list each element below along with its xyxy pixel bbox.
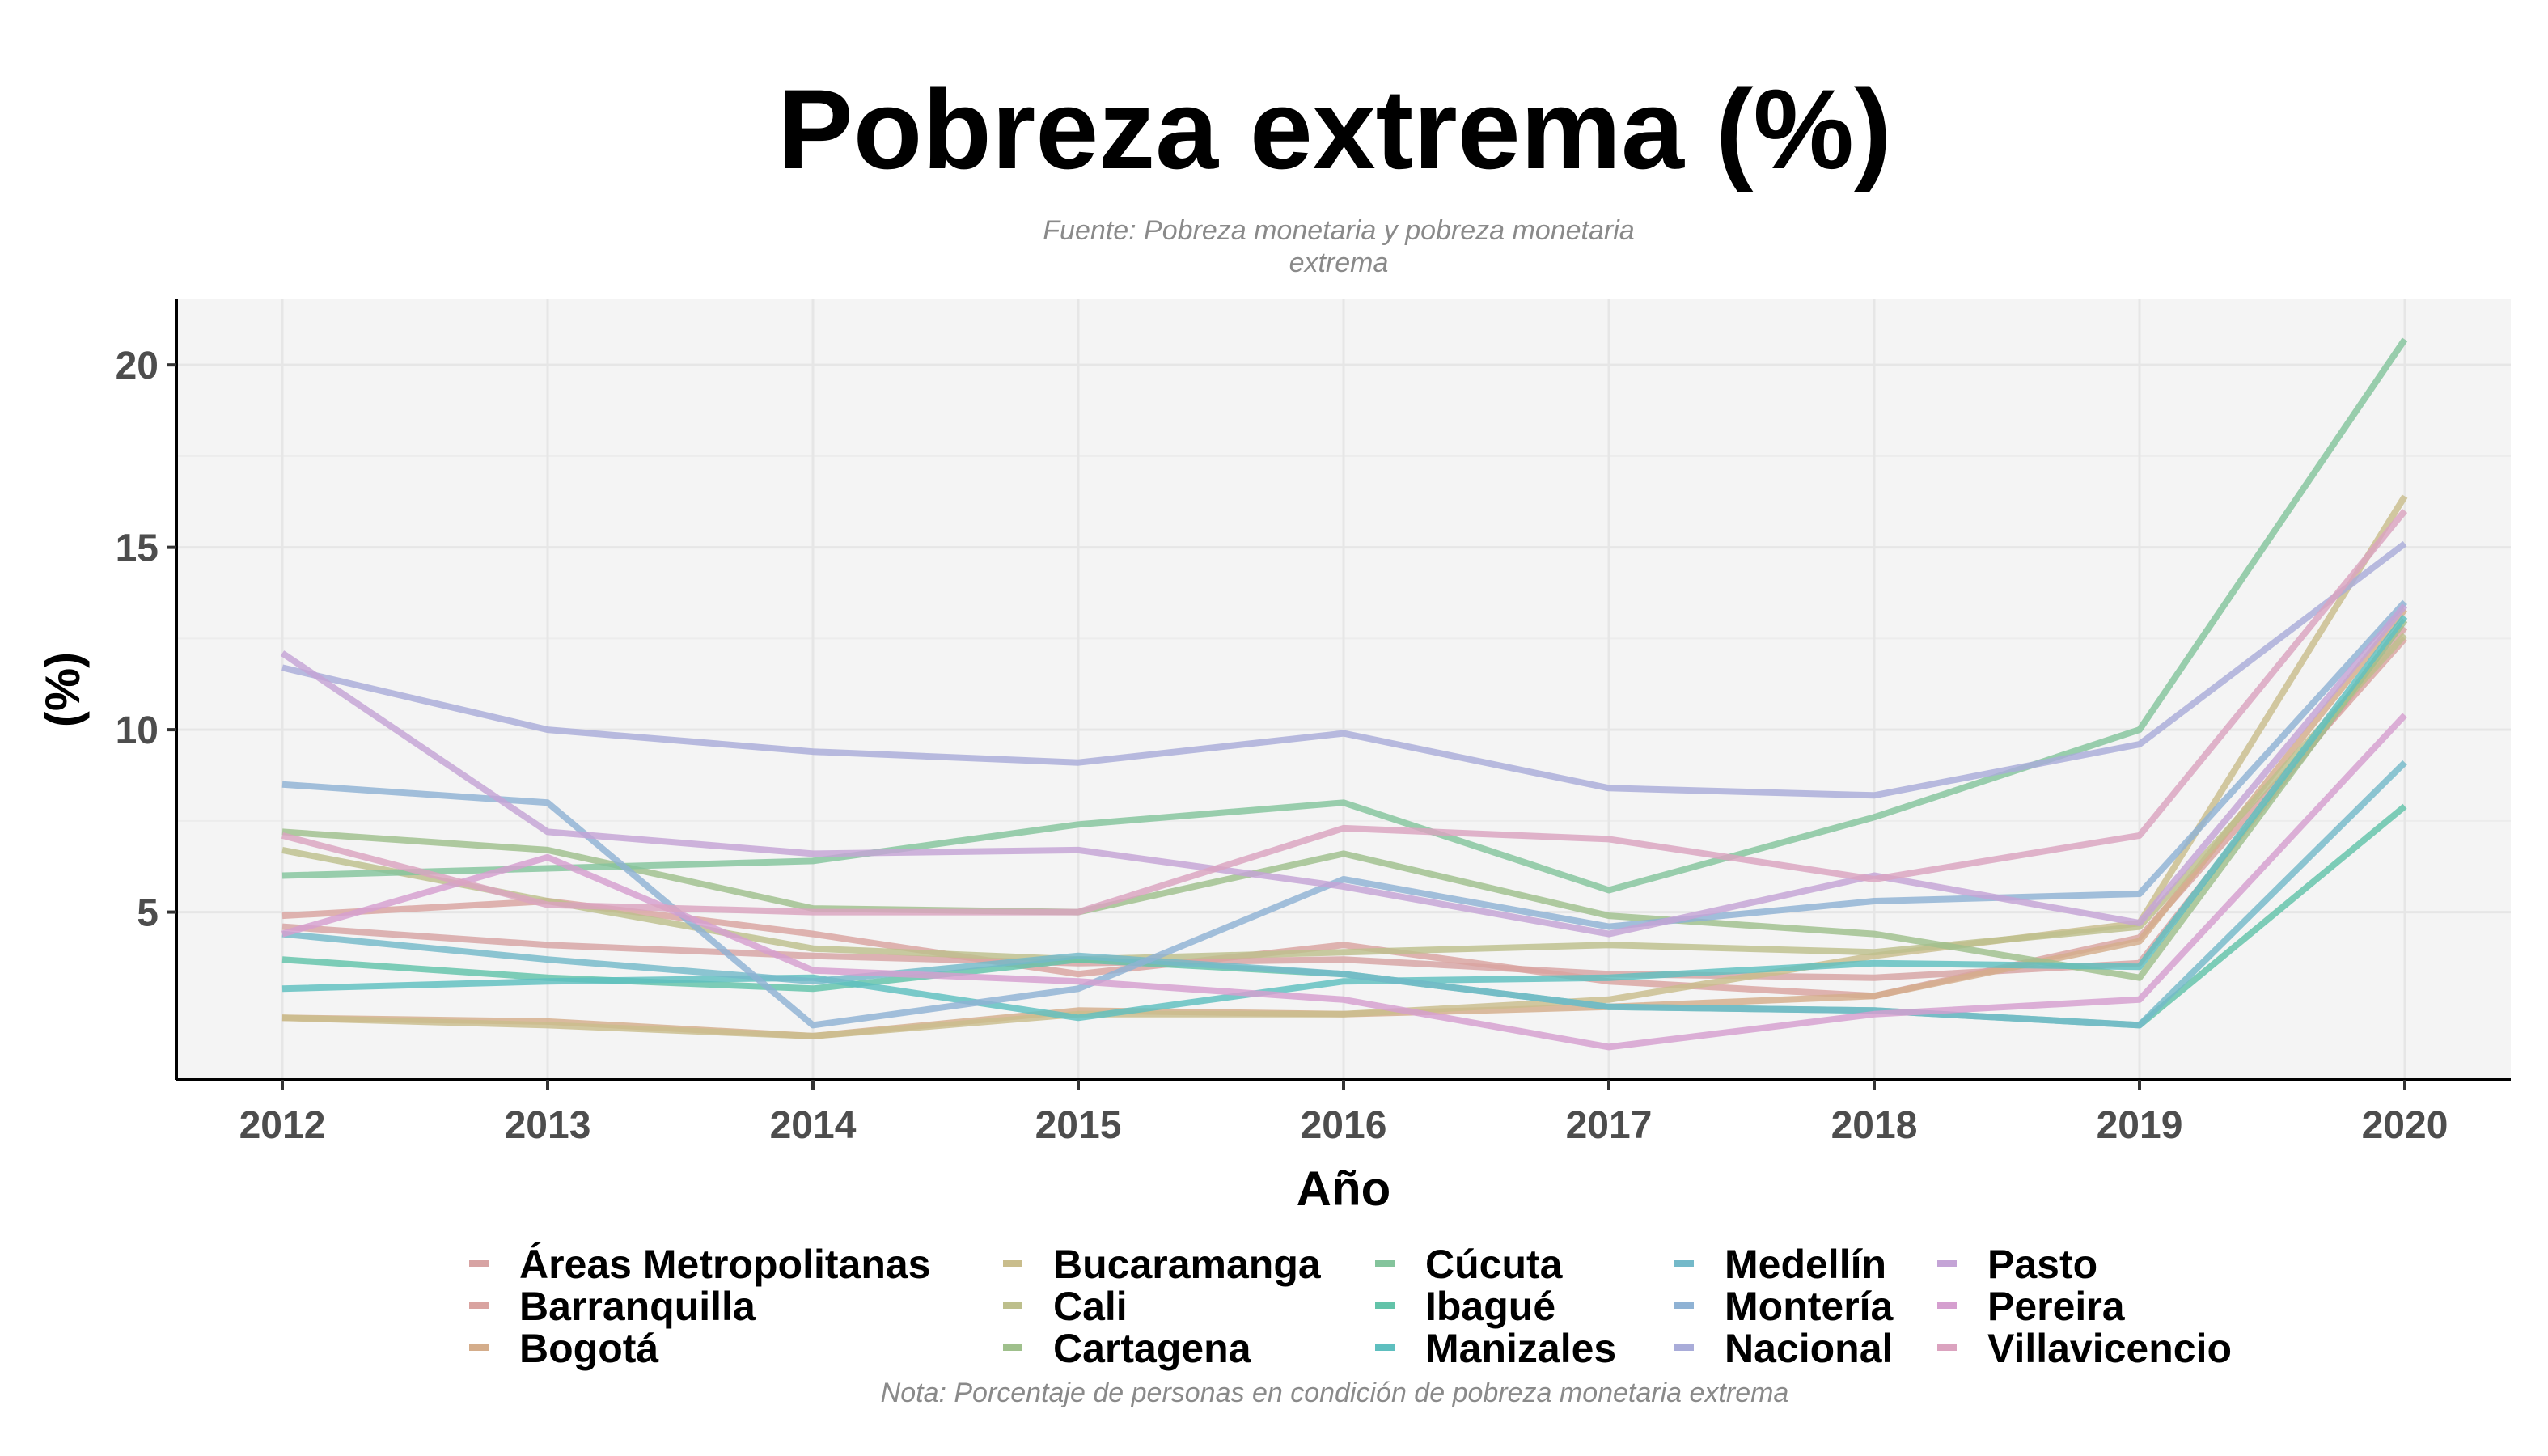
series-line-12 [280, 603, 2408, 938]
series-line-13 [281, 713, 2407, 1051]
legend-item: Pereira [1937, 1284, 2126, 1329]
legend-item: Manizales [1375, 1326, 1616, 1371]
legend-item: Ibagué [1375, 1284, 1555, 1329]
legend-label: Pasto [1987, 1242, 2097, 1287]
series-line-14 [281, 508, 2408, 916]
series-line-10 [281, 599, 2407, 1029]
legend-label: Bucaramanga [1053, 1242, 1322, 1287]
legend-label: Cartagena [1053, 1326, 1252, 1371]
legend-item: Montería [1674, 1284, 1894, 1329]
y-tick-label: 5 [137, 892, 159, 935]
x-tick-label: 2013 [505, 1104, 591, 1147]
x-tick-labels: 2012 2013 2014 2015 2016 2017 2018 2019 2020 [239, 1104, 2449, 1147]
legend-item: Nacional [1674, 1326, 1893, 1371]
series-lines [280, 337, 2408, 1051]
legend-item: Áreas Metropolitanas [469, 1242, 930, 1287]
legend-item: Cartagena [1003, 1326, 1252, 1371]
legend-item: Cali [1003, 1284, 1128, 1329]
x-tick-label: 2019 [2097, 1104, 2183, 1147]
x-tick-label: 2012 [239, 1104, 326, 1147]
y-tick-label: 20 [116, 345, 159, 387]
legend-label: Montería [1725, 1284, 1894, 1329]
series-line-4 [281, 633, 2407, 963]
x-tick-label: 2016 [1301, 1104, 1387, 1147]
y-tick-labels: 5 10 15 20 [116, 345, 159, 934]
series-line-9 [281, 760, 2407, 1029]
legend-item: Barranquilla [469, 1284, 756, 1329]
x-tick-label: 2017 [1566, 1104, 1653, 1147]
legend-label: Nacional [1725, 1326, 1893, 1371]
legend-item: Bucaramanga [1003, 1242, 1322, 1287]
chart-subtitle: Fuente: Pobreza monetaria y pobreza mone… [1043, 215, 1635, 278]
legend-label: Áreas Metropolitanas [519, 1242, 930, 1287]
chart-title: Pobreza extrema (%) [777, 66, 1892, 193]
y-axis-title: (%) [36, 652, 90, 727]
legend-label: Manizales [1425, 1326, 1616, 1371]
legend-item: Medellín [1674, 1242, 1886, 1287]
y-tick-label: 15 [116, 527, 159, 570]
series-line-8 [281, 614, 2408, 1022]
x-tick-label: 2014 [770, 1104, 857, 1147]
x-tick-label: 2020 [2362, 1104, 2449, 1147]
legend-label: Villavicencio [1987, 1326, 2232, 1371]
legend-item: Villavicencio [1937, 1326, 2232, 1371]
series-line-11 [281, 540, 2407, 799]
legend-label: Medellín [1725, 1242, 1886, 1287]
x-tick-label: 2015 [1035, 1104, 1122, 1147]
legend-item: Bogotá [469, 1326, 658, 1371]
legend-label: Pereira [1987, 1284, 2126, 1329]
axes [167, 299, 2511, 1090]
x-axis-title: Año [1297, 1162, 1391, 1216]
legend-label: Barranquilla [519, 1284, 756, 1329]
legend-label: Cali [1053, 1284, 1128, 1329]
legend-item: Pasto [1937, 1242, 2097, 1287]
legend-label: Bogotá [519, 1326, 658, 1371]
legend-label: Cúcuta [1425, 1242, 1564, 1287]
chart-note: Nota: Porcentaje de personas en condició… [880, 1378, 1789, 1408]
x-tick-label: 2018 [1831, 1104, 1918, 1147]
gridlines [176, 299, 2511, 1080]
legend-item: Cúcuta [1375, 1242, 1564, 1287]
legend-label: Ibagué [1425, 1284, 1555, 1329]
y-tick-label: 10 [116, 709, 159, 752]
